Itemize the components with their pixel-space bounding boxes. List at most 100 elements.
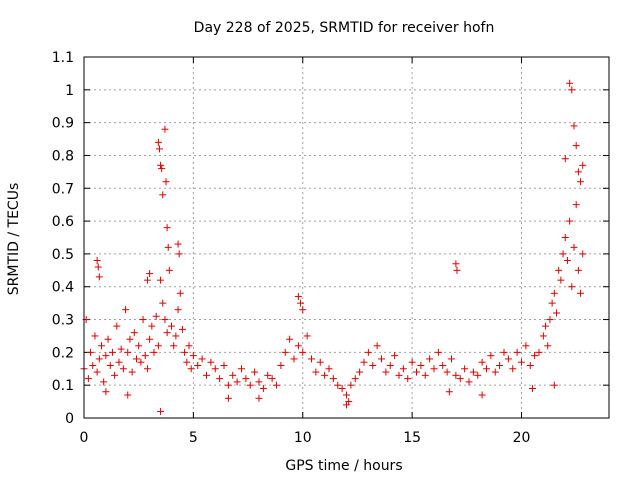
data-point bbox=[297, 299, 305, 307]
x-tick-label: 15 bbox=[403, 430, 421, 446]
plot-frame bbox=[83, 56, 610, 419]
data-point bbox=[255, 378, 263, 386]
data-point bbox=[445, 388, 453, 396]
data-point bbox=[504, 355, 512, 363]
data-point bbox=[154, 138, 162, 146]
data-point bbox=[290, 355, 298, 363]
data-point bbox=[148, 322, 156, 330]
data-point bbox=[158, 165, 166, 173]
data-point bbox=[555, 266, 563, 274]
data-point bbox=[579, 161, 587, 169]
y-tick-label: 0.3 bbox=[52, 313, 74, 329]
data-point bbox=[95, 273, 103, 281]
data-point bbox=[316, 358, 324, 366]
data-point bbox=[251, 368, 259, 376]
data-point bbox=[113, 322, 121, 330]
data-point bbox=[500, 348, 508, 356]
y-tick-label: 0 bbox=[65, 411, 74, 427]
data-point bbox=[89, 361, 97, 369]
data-point bbox=[399, 365, 407, 373]
data-point bbox=[559, 250, 567, 258]
data-point bbox=[124, 348, 132, 356]
data-point bbox=[233, 378, 241, 386]
data-point bbox=[161, 316, 169, 324]
data-point bbox=[518, 358, 525, 366]
data-point bbox=[487, 352, 495, 360]
data-point bbox=[574, 168, 582, 176]
data-point bbox=[172, 332, 180, 340]
data-point bbox=[572, 201, 580, 209]
data-point bbox=[238, 365, 245, 373]
data-point bbox=[111, 371, 119, 379]
data-point bbox=[157, 276, 165, 284]
data-point bbox=[174, 240, 182, 248]
data-point bbox=[356, 368, 364, 376]
data-point bbox=[579, 250, 587, 258]
data-point bbox=[117, 345, 125, 353]
y-tick-label: 0.2 bbox=[52, 345, 74, 361]
data-point bbox=[483, 365, 490, 373]
data-point bbox=[93, 368, 101, 376]
data-point bbox=[181, 348, 189, 356]
data-point bbox=[157, 407, 165, 415]
data-point bbox=[321, 371, 329, 379]
data-point bbox=[216, 375, 224, 383]
data-point bbox=[456, 375, 464, 383]
data-point bbox=[544, 342, 552, 350]
data-point bbox=[426, 355, 434, 363]
data-point bbox=[577, 178, 585, 186]
y-tick-label: 0.8 bbox=[52, 148, 74, 164]
data-point bbox=[124, 391, 132, 399]
data-point bbox=[106, 361, 114, 369]
data-point bbox=[268, 375, 276, 383]
y-tick-label: 0.7 bbox=[52, 181, 74, 197]
data-point bbox=[163, 224, 171, 232]
y-axis-label: SRMTID / TECUs bbox=[6, 183, 22, 296]
data-point bbox=[474, 371, 482, 379]
data-point bbox=[165, 266, 173, 274]
data-point bbox=[130, 329, 138, 337]
data-point bbox=[345, 398, 353, 406]
x-axis-label: GPS time / hours bbox=[285, 458, 402, 474]
data-point bbox=[561, 155, 569, 163]
x-tick-label: 0 bbox=[80, 430, 89, 446]
data-point bbox=[308, 355, 315, 363]
data-point bbox=[478, 391, 486, 399]
data-point bbox=[542, 322, 550, 330]
data-point bbox=[159, 299, 167, 307]
data-point bbox=[404, 375, 412, 383]
data-point bbox=[509, 365, 517, 373]
data-point bbox=[146, 270, 154, 278]
data-point bbox=[553, 309, 560, 317]
data-point bbox=[452, 260, 460, 268]
data-point bbox=[577, 289, 585, 297]
data-point bbox=[162, 178, 170, 186]
data-point bbox=[277, 361, 285, 369]
y-tick-label: 0.9 bbox=[52, 116, 74, 132]
data-point bbox=[469, 368, 477, 376]
data-point bbox=[98, 342, 105, 350]
data-point bbox=[329, 375, 337, 383]
data-point bbox=[548, 299, 556, 307]
data-point bbox=[94, 263, 102, 271]
data-point bbox=[175, 250, 183, 258]
data-point bbox=[139, 316, 147, 324]
data-point bbox=[461, 365, 469, 373]
data-point bbox=[347, 381, 355, 389]
data-point bbox=[259, 384, 267, 392]
data-point bbox=[146, 335, 154, 343]
data-point bbox=[264, 371, 272, 379]
data-point bbox=[122, 306, 130, 314]
data-point bbox=[229, 371, 237, 379]
data-point bbox=[102, 352, 110, 360]
data-point bbox=[294, 293, 302, 301]
data-point bbox=[143, 276, 151, 284]
data-point bbox=[93, 256, 101, 264]
x-tick-label: 20 bbox=[513, 430, 531, 446]
data-point bbox=[224, 394, 232, 402]
data-point bbox=[194, 361, 202, 369]
data-point bbox=[448, 355, 455, 363]
data-point bbox=[522, 342, 530, 350]
data-point bbox=[373, 342, 381, 350]
chart-title: Day 228 of 2025, SRMTID for receiver hof… bbox=[194, 20, 495, 36]
